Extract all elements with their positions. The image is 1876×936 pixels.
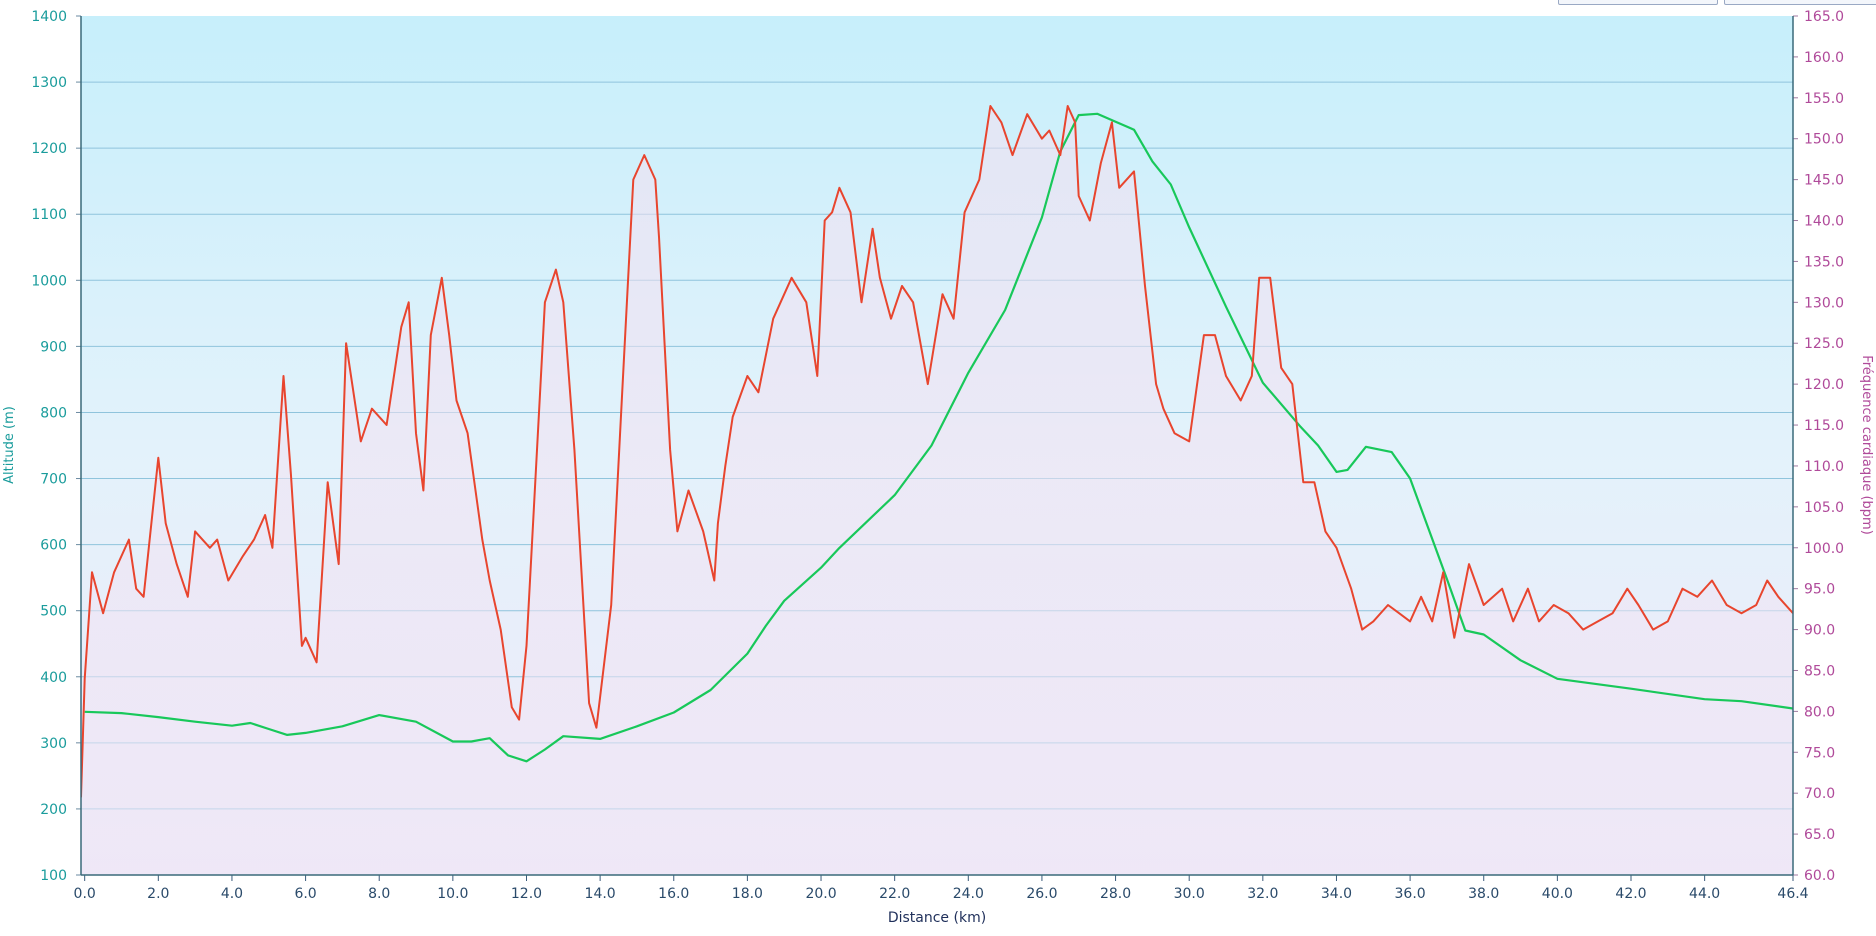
x-tick-label: 46.4 <box>1777 886 1808 902</box>
y-right-tick-label: 80.0 <box>1804 704 1835 720</box>
y-right-tick-label: 100.0 <box>1804 541 1844 557</box>
y-right-tick-label: 65.0 <box>1804 827 1835 843</box>
x-tick-label: 32.0 <box>1247 886 1278 902</box>
y-right-tick-label: 90.0 <box>1804 623 1835 639</box>
y-right-tick-label: 135.0 <box>1804 254 1844 270</box>
y-right-tick-label: 115.0 <box>1804 418 1844 434</box>
heart-rate-area <box>81 106 1793 875</box>
y-left-tick-label: 900 <box>40 339 67 355</box>
x-tick-label: 18.0 <box>732 886 763 902</box>
toolbar-button-right[interactable] <box>1724 0 1876 5</box>
y-right-tick-label: 165.0 <box>1804 9 1844 25</box>
y-left-tick-label: 1300 <box>31 75 67 91</box>
x-tick-label: 24.0 <box>953 886 984 902</box>
y-right-tick-label: 85.0 <box>1804 663 1835 679</box>
y-left-tick-label: 1400 <box>31 9 67 25</box>
x-tick-label: 30.0 <box>1174 886 1205 902</box>
y-right-tick-label: 160.0 <box>1804 50 1844 66</box>
y-right-tick-label: 95.0 <box>1804 582 1835 598</box>
altitude-line <box>84 112 1793 763</box>
y-left-tick-label: 700 <box>40 472 67 488</box>
y-right-tick-label: 130.0 <box>1804 295 1844 311</box>
y-right-tick-label: 140.0 <box>1804 214 1844 230</box>
x-tick-label: 16.0 <box>658 886 689 902</box>
y-right-tick-label: 75.0 <box>1804 745 1835 761</box>
y-left-tick-label: 400 <box>40 670 67 686</box>
x-tick-label: 36.0 <box>1395 886 1426 902</box>
y-axis-left-label: Altitude (m) <box>2 406 17 484</box>
x-tick-label: 42.0 <box>1615 886 1646 902</box>
heart-rate-line <box>81 105 1793 798</box>
x-tick-label: 6.0 <box>294 886 316 902</box>
y-left-tick-label: 600 <box>40 538 67 554</box>
y-left-tick-label: 100 <box>40 868 67 884</box>
y-right-tick-label: 60.0 <box>1804 868 1835 884</box>
x-tick-label: 4.0 <box>221 886 243 902</box>
x-tick-label: 2.0 <box>147 886 169 902</box>
x-tick-label: 38.0 <box>1468 886 1499 902</box>
x-tick-label: 44.0 <box>1689 886 1720 902</box>
x-tick-label: 28.0 <box>1100 886 1131 902</box>
x-tick-label: 22.0 <box>879 886 910 902</box>
y-right-tick-label: 145.0 <box>1804 173 1844 189</box>
y-axis-right-label: Fréquence cardiaque (bpm) <box>1859 355 1874 535</box>
x-tick-label: 14.0 <box>585 886 616 902</box>
y-left-tick-label: 1200 <box>31 141 67 157</box>
y-right-tick-label: 125.0 <box>1804 336 1844 352</box>
y-left-tick-label: 800 <box>40 405 67 421</box>
x-tick-label: 20.0 <box>805 886 836 902</box>
y-right-tick-label: 70.0 <box>1804 786 1835 802</box>
x-tick-label: 8.0 <box>368 886 390 902</box>
toolbar-button-left[interactable] <box>1558 0 1718 5</box>
y-right-tick-label: 110.0 <box>1804 459 1844 475</box>
x-tick-label: 12.0 <box>511 886 542 902</box>
x-tick-label: 34.0 <box>1321 886 1352 902</box>
y-right-tick-label: 155.0 <box>1804 91 1844 107</box>
y-left-tick-label: 300 <box>40 736 67 752</box>
y-right-tick-label: 105.0 <box>1804 500 1844 516</box>
y-left-tick-label: 1100 <box>31 207 67 223</box>
x-tick-label: 26.0 <box>1026 886 1057 902</box>
y-right-tick-label: 120.0 <box>1804 377 1844 393</box>
x-tick-label: 10.0 <box>437 886 468 902</box>
y-right-tick-label: 150.0 <box>1804 132 1844 148</box>
x-tick-label: 40.0 <box>1542 886 1573 902</box>
y-left-tick-label: 1000 <box>31 273 67 289</box>
x-axis-label: Distance (km) <box>888 910 986 926</box>
x-tick-label: 0.0 <box>74 886 96 902</box>
y-left-tick-label: 500 <box>40 604 67 620</box>
y-left-tick-label: 200 <box>40 802 67 818</box>
